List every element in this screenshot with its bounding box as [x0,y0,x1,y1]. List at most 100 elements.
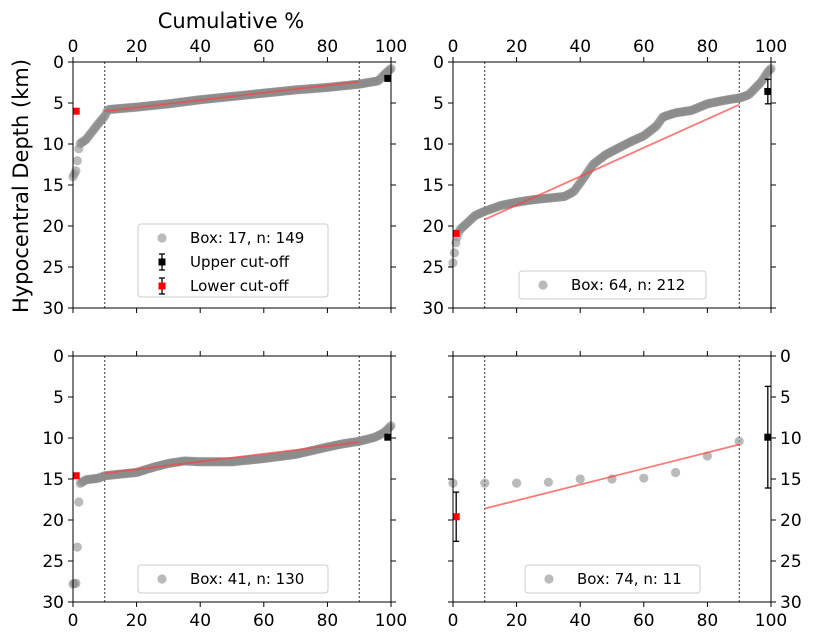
legend-marker-circle [157,233,167,243]
lower-cutoff-square [72,472,80,480]
y-tick-label: 30 [42,593,64,613]
scatter-point [480,478,490,488]
y-tick-label: 25 [780,552,802,572]
y-tick-label: 30 [422,299,444,319]
legend-label: Upper cut-off [190,253,290,271]
scatter-point [575,474,585,484]
legend: Box: 74, n: 11 [524,564,701,594]
upper-cutoff-square [764,88,772,96]
legend-label: Box: 64, n: 212 [571,276,685,294]
y-tick-label: 25 [42,258,64,278]
upper-cutoff-marker [384,74,392,82]
x-axis-ticks: 0 20 40 60 80 100 [448,37,787,313]
upper-cutoff-square [384,74,392,82]
legend-marker-square [158,282,166,290]
lower-cutoff-square [72,107,80,115]
scatter-series [68,63,396,182]
scatter-point [543,477,554,487]
scatter-point [72,156,82,166]
legend-frame [137,223,329,298]
legend-label: Box: 74, n: 11 [577,570,682,588]
y-tick-label: 0 [433,53,444,73]
legend-marker-circle [538,280,548,290]
y-tick-label: 5 [53,388,64,408]
x-tick-label: 60 [633,37,655,57]
legend-frame [137,564,329,594]
y-tick-label: 20 [42,217,64,237]
y-tick-label: 10 [42,135,64,155]
legend-marker-circle [157,574,167,584]
x-tick-label: 100 [375,37,407,57]
scatter-point [671,467,681,478]
x-tick-label: 20 [126,37,148,57]
x-tick-label: 80 [317,611,339,631]
x-tick-label: 20 [126,611,148,631]
scatter-point [449,248,460,258]
y-tick-label: 5 [780,388,791,408]
y-tick-label: 25 [42,552,64,572]
y-tick-label: 25 [422,258,444,278]
lower-cutoff-square [452,513,460,521]
x-axis-ticks: 0 20 40 60 80 100 [68,351,407,631]
legend-frame [518,270,707,300]
scatter-point [72,542,82,552]
scatter-point [71,578,81,588]
y-tick-label: 30 [780,593,802,613]
y-axis-ticks: 0 5 10 15 20 25 30 [42,347,396,613]
scatter-point [639,473,649,483]
x-tick-label: 20 [506,37,528,57]
top-axis-title: Cumulative % [158,9,305,33]
upper-cutoff-square [764,433,772,441]
x-tick-label: 80 [697,611,719,631]
upper-cutoff-marker [764,385,772,489]
panel-top-right: 0 20 40 60 80 100 0 5 10 15 20 25 30 Box: 64, n: 212 [422,37,787,319]
fit-line [484,103,740,221]
upper-cutoff-marker [764,78,772,105]
x-tick-label: 60 [253,611,275,631]
y-tick-label: 0 [53,53,64,73]
panel-bottom-left: 0 20 40 60 80 100 0 5 10 15 20 25 30 Box: 41, n: 130 [42,347,407,631]
x-tick-label: 0 [68,37,79,57]
x-tick-label: 100 [375,611,407,631]
x-tick-label: 100 [755,37,787,57]
scatter-point [734,436,744,446]
panel-top-left: 0 20 40 60 80 100 0 5 10 15 20 25 30 Box: 17, n: 149 U… [42,37,407,319]
scatter-point [74,497,84,507]
scatter-series [68,421,396,589]
y-tick-label: 20 [780,511,802,531]
y-axis-ticks: 0 5 10 15 20 25 30 [422,53,776,319]
y-tick-label: 5 [53,94,64,114]
legend: Box: 17, n: 149 Upper cut-off Lower cut-of… [137,223,329,298]
x-tick-label: 40 [189,611,211,631]
scatter-series [448,63,776,268]
lower-cutoff-marker [452,491,460,542]
lower-cutoff-marker [452,229,460,237]
scatter-point [71,166,81,176]
upper-cutoff-square [384,433,392,441]
x-tick-label: 40 [189,37,211,57]
x-tick-label: 0 [448,611,459,631]
fit-line [104,80,360,113]
y-tick-label: 15 [422,176,444,196]
x-tick-label: 60 [253,37,275,57]
lower-cutoff-marker [72,472,80,480]
y-tick-label: 5 [433,94,444,114]
y-tick-label: 20 [42,511,64,531]
y-axis-title: Hypocentral Depth (km) [9,59,33,313]
lower-cutoff-square [452,229,460,237]
lower-cutoff-marker [72,107,80,115]
x-tick-label: 80 [697,37,719,57]
y-axis-ticks: 0 5 10 15 20 25 30 [42,53,396,319]
x-tick-label: 80 [317,37,339,57]
fit-line [104,441,360,475]
legend-marker-circle [544,574,554,584]
x-tick-label: 60 [633,611,655,631]
panel-bottom-right: 0 20 40 60 80 100 0 5 10 15 20 25 30 Box: 74, n: 11 [448,347,802,631]
x-axis-ticks: 0 20 40 60 80 100 [448,351,787,631]
upper-cutoff-marker [384,433,392,441]
legend-frame [524,564,701,594]
x-tick-label: 0 [448,37,459,57]
y-tick-label: 10 [422,135,444,155]
